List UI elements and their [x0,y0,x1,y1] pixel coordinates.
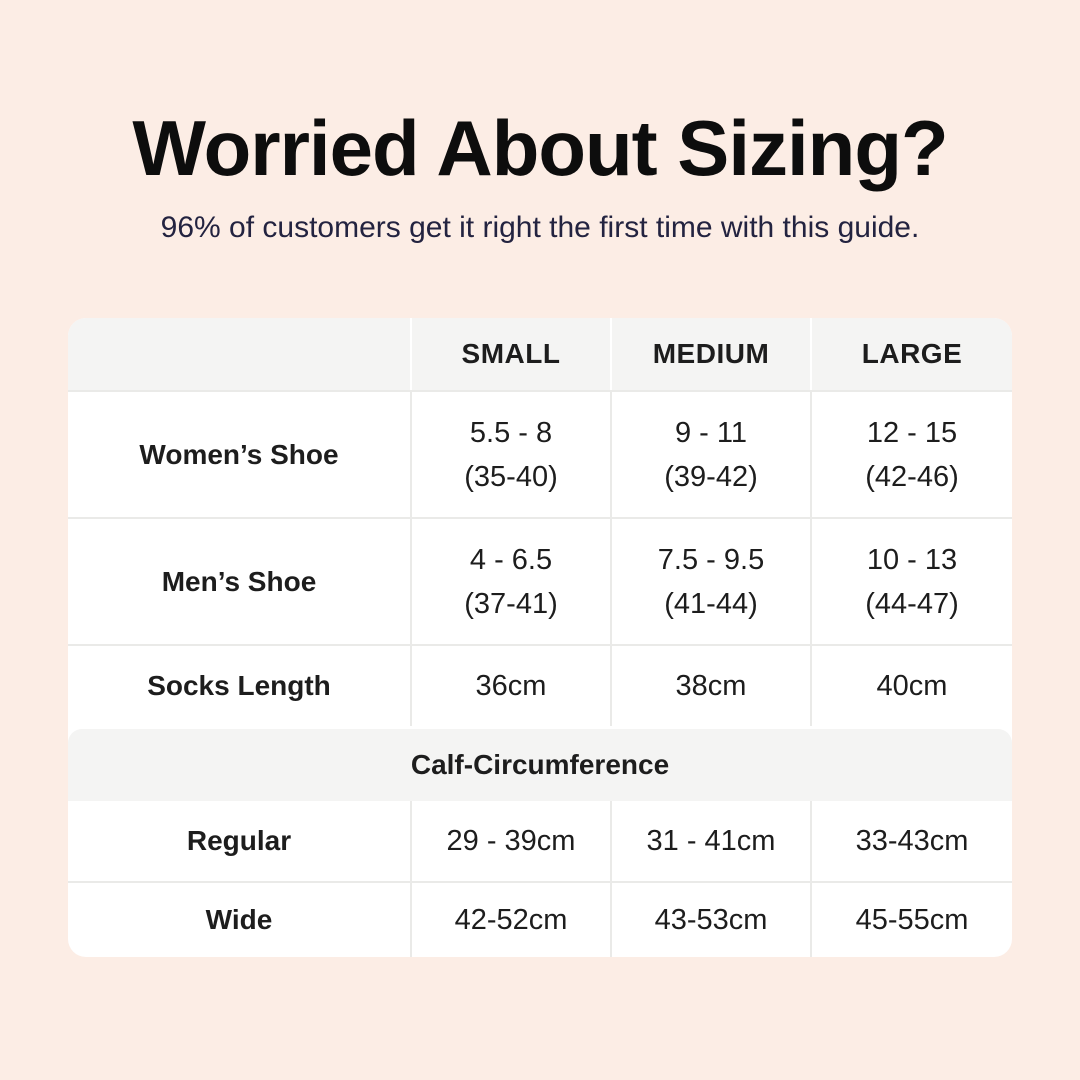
size-table: SMALL MEDIUM LARGE Women’s Shoe 5.5 - 8 … [68,318,1012,957]
column-header-large: LARGE [810,318,1012,390]
section-header-calf-circumference: Calf-Circumference [68,729,1012,801]
cell-value: 12 - 15 [866,416,958,449]
cell-womens-small: 5.5 - 8 (35-40) [410,392,610,517]
row-label-wide: Wide [205,904,273,935]
table-row-womens-shoe: Women’s Shoe 5.5 - 8 (35-40) 9 - 11 (39-… [68,390,1012,517]
table-header-row: SMALL MEDIUM LARGE [68,318,1012,390]
cell-regular-large: 33-43cm [810,801,1012,881]
cell-value-eu: (39-42) [664,460,758,493]
page-subtitle: 96% of customers get it right the first … [160,211,920,244]
table-row-mens-shoe: Men’s Shoe 4 - 6.5 (37-41) 7.5 - 9.5 (41… [68,517,1012,644]
cell-value: 4 - 6.5 [469,543,553,576]
cell-mens-large: 10 - 13 (44-47) [810,519,1012,644]
page-title: Worried About Sizing? [132,104,948,192]
cell-womens-medium: 9 - 11 (39-42) [610,392,810,517]
cell-value-eu: (44-47) [865,587,959,620]
column-header-small: SMALL [410,318,610,390]
cell-regular-medium: 31 - 41cm [610,801,810,881]
table-row-socks-length: Socks Length 36cm 38cm 40cm [68,644,1012,726]
table-row-regular: Regular 29 - 39cm 31 - 41cm 33-43cm [68,801,1012,881]
cell-wide-medium: 43-53cm [610,883,810,957]
cell-value-eu: (41-44) [664,587,758,620]
cell-wide-large: 45-55cm [810,883,1012,957]
column-header-blank [68,318,410,390]
cell-value-eu: (37-41) [464,587,558,620]
row-label-socks-length: Socks Length [147,670,331,701]
cell-socks-small: 36cm [410,646,610,726]
cell-value: 5.5 - 8 [469,416,553,449]
table-row-wide: Wide 42-52cm 43-53cm 45-55cm [68,881,1012,957]
row-label-mens-shoe: Men’s Shoe [161,565,317,597]
cell-value: 7.5 - 9.5 [657,543,765,576]
column-header-medium: MEDIUM [610,318,810,390]
cell-mens-small: 4 - 6.5 (37-41) [410,519,610,644]
cell-socks-large: 40cm [810,646,1012,726]
cell-value-eu: (42-46) [865,460,959,493]
cell-socks-medium: 38cm [610,646,810,726]
cell-value: 9 - 11 [674,416,747,449]
cell-regular-small: 29 - 39cm [410,801,610,881]
cell-mens-medium: 7.5 - 9.5 (41-44) [610,519,810,644]
cell-wide-small: 42-52cm [410,883,610,957]
cell-value-eu: (35-40) [464,460,558,493]
row-label-womens-shoe: Women’s Shoe [139,438,339,470]
cell-womens-large: 12 - 15 (42-46) [810,392,1012,517]
cell-value: 10 - 13 [866,543,958,576]
row-label-regular: Regular [186,825,292,856]
